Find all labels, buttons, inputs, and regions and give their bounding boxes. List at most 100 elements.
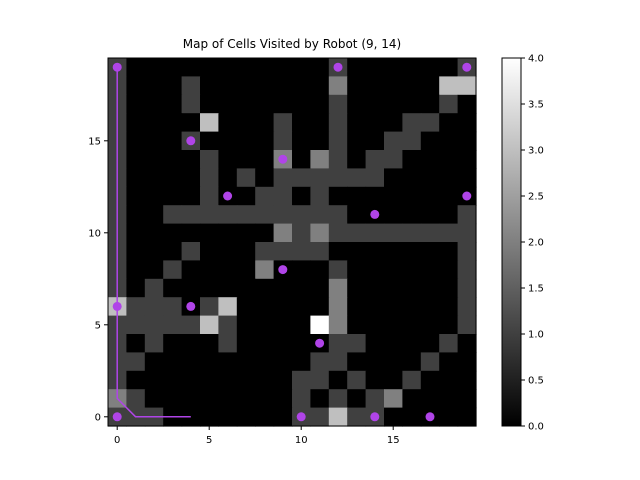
heatmap-cell	[347, 297, 367, 317]
heatmap-cell	[181, 223, 201, 243]
heatmap-cell	[439, 260, 459, 280]
heatmap-cell	[200, 58, 219, 77]
heatmap-cell	[255, 297, 275, 317]
heatmap-cell	[163, 389, 183, 409]
heatmap-cell	[420, 186, 440, 206]
heatmap-cell	[273, 407, 293, 427]
heatmap-cell	[439, 186, 459, 206]
heatmap-cell	[328, 150, 348, 169]
heatmap-cell	[457, 297, 477, 317]
heatmap-cell	[420, 315, 440, 335]
heatmap-cell	[273, 352, 293, 372]
heatmap-cell	[200, 113, 219, 133]
heatmap-cell	[181, 186, 201, 206]
path-marker	[112, 62, 122, 72]
heatmap-cell	[457, 168, 477, 188]
heatmap-cell	[200, 242, 219, 261]
heatmap-cell	[328, 334, 348, 353]
heatmap-cell	[273, 76, 293, 96]
heatmap-cell	[420, 389, 440, 409]
heatmap-cell	[384, 94, 403, 114]
heatmap-cell	[347, 260, 367, 280]
heatmap-cell	[420, 76, 440, 96]
heatmap-cell	[310, 260, 330, 280]
heatmap-cell	[236, 389, 256, 409]
heatmap-cell	[310, 242, 330, 261]
heatmap-cell	[144, 315, 164, 335]
heatmap-cell	[181, 205, 201, 225]
heatmap-cell	[439, 168, 459, 188]
heatmap-cell	[163, 58, 183, 77]
heatmap-cell	[439, 278, 459, 298]
heatmap-cell	[200, 278, 219, 298]
heatmap-cell	[292, 334, 311, 353]
colorbar-ticks: 0.0 0.5 1.0 1.5 2.0 2.5 3.0 3.5 4.0	[521, 54, 544, 433]
plot-area	[107, 57, 477, 427]
heatmap-cell	[384, 370, 403, 390]
heatmap-cell	[218, 94, 238, 114]
heatmap-cell	[218, 352, 238, 372]
path-marker	[186, 136, 196, 146]
heatmap-cell	[273, 242, 293, 261]
heatmap-cell	[218, 58, 238, 77]
path-marker	[278, 265, 288, 275]
heatmap-cell	[457, 223, 477, 243]
heatmap-cell	[144, 76, 164, 96]
heatmap-cell	[439, 205, 459, 225]
heatmap-cell	[439, 223, 459, 243]
heatmap-cell	[218, 334, 238, 353]
heatmap-cell	[310, 76, 330, 96]
heatmap-cell	[126, 58, 146, 77]
heatmap-cell	[236, 186, 256, 206]
heatmap-cell	[420, 58, 440, 77]
heatmap-cell	[310, 297, 330, 317]
heatmap-cell	[126, 242, 146, 261]
heatmap-cell	[236, 223, 256, 243]
heatmap-cell	[126, 168, 146, 188]
heatmap-cell	[365, 334, 385, 353]
heatmap-cell	[384, 150, 403, 169]
heatmap-cell	[292, 131, 311, 151]
heatmap-cell	[218, 315, 238, 335]
heatmap-cell	[402, 131, 422, 151]
heatmap-cell	[402, 168, 422, 188]
heatmap-cell	[328, 315, 348, 335]
path-marker	[223, 191, 233, 201]
heatmap-cell	[200, 352, 219, 372]
colorbar-tick-label: 3.5	[528, 100, 544, 111]
heatmap-cell	[457, 205, 477, 225]
heatmap-cell	[365, 76, 385, 96]
heatmap-cell	[439, 334, 459, 353]
heatmap-cell	[402, 242, 422, 261]
heatmap-cell	[218, 168, 238, 188]
heatmap-cell	[255, 205, 275, 225]
heatmap-cell	[347, 389, 367, 409]
heatmap-cell	[181, 407, 201, 427]
heatmap-cell	[200, 223, 219, 243]
heatmap-cell	[236, 370, 256, 390]
heatmap-cell	[347, 58, 367, 77]
heatmap-cell	[328, 168, 348, 188]
heatmap-cell	[457, 352, 477, 372]
heatmap-cell	[292, 389, 311, 409]
heatmap-cell	[347, 242, 367, 261]
heatmap-cell	[126, 297, 146, 317]
heatmap-cell	[236, 260, 256, 280]
heatmap-cell	[218, 407, 238, 427]
heatmap-cell	[273, 223, 293, 243]
heatmap-cell	[420, 260, 440, 280]
path-marker	[112, 301, 122, 311]
heatmap-cell	[347, 407, 367, 427]
heatmap-cell	[273, 168, 293, 188]
heatmap-cells	[108, 58, 477, 427]
heatmap-cell	[273, 94, 293, 114]
heatmap-cell	[310, 94, 330, 114]
heatmap-cell	[200, 131, 219, 151]
heatmap-cell	[144, 94, 164, 114]
heatmap-cell	[144, 352, 164, 372]
heatmap-cell	[310, 205, 330, 225]
heatmap-cell	[420, 205, 440, 225]
heatmap-cell	[218, 76, 238, 96]
heatmap-cell	[347, 168, 367, 188]
heatmap-cell	[200, 297, 219, 317]
